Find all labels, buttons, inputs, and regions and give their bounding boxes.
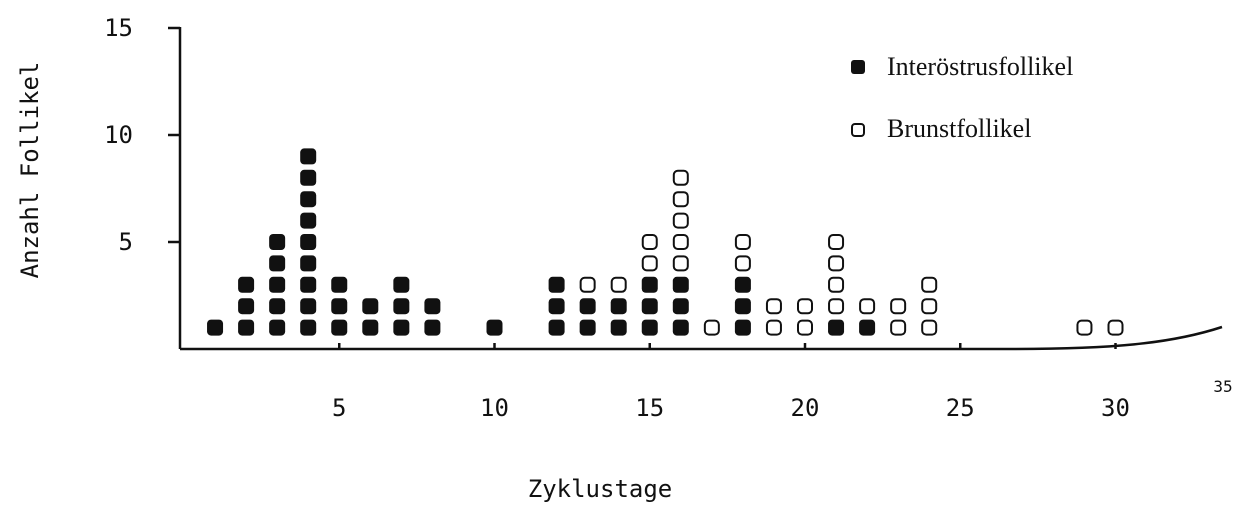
data-point-brunst bbox=[1076, 319, 1093, 336]
data-point-brunst bbox=[641, 234, 658, 250]
data-point-interoestrus bbox=[641, 319, 658, 336]
data-point-interoestrus bbox=[610, 298, 627, 315]
x-axis-title: Zyklustage bbox=[528, 475, 673, 503]
y-ticks: 5 10 15 bbox=[104, 14, 180, 256]
data-point-brunst bbox=[921, 298, 938, 315]
data-point-brunst bbox=[734, 255, 751, 272]
legend-marker-open-square bbox=[851, 123, 865, 137]
legend-marker-filled-square bbox=[851, 60, 865, 74]
legend: Interöstrusfollikel Brunstfollikel bbox=[851, 52, 1073, 143]
data-point-brunst bbox=[797, 319, 813, 336]
data-point-brunst bbox=[765, 298, 782, 315]
x-tick-label: 35 bbox=[1213, 377, 1232, 396]
data-point-brunst bbox=[765, 319, 782, 336]
legend-label-series-2: Brunstfollikel bbox=[887, 114, 1031, 143]
data-point-interoestrus bbox=[641, 276, 658, 293]
data-point-interoestrus bbox=[300, 212, 317, 229]
data-point-interoestrus bbox=[672, 276, 689, 293]
data-point-brunst bbox=[890, 319, 907, 336]
data-point-interoestrus bbox=[269, 298, 286, 315]
data-point-interoestrus bbox=[672, 298, 689, 315]
data-point-brunst bbox=[921, 319, 938, 336]
data-point-interoestrus bbox=[362, 298, 379, 315]
y-tick-label: 15 bbox=[104, 14, 133, 42]
data-point-interoestrus bbox=[269, 255, 286, 272]
y-tick-label: 5 bbox=[119, 228, 133, 256]
x-tick-label: 30 bbox=[1101, 394, 1130, 422]
data-point-brunst bbox=[672, 212, 689, 229]
data-point-interoestrus bbox=[641, 298, 658, 315]
data-point-interoestrus bbox=[828, 319, 845, 336]
data-point-interoestrus bbox=[486, 319, 503, 336]
data-point-interoestrus bbox=[579, 319, 596, 336]
data-point-brunst bbox=[672, 255, 689, 272]
data-point-interoestrus bbox=[548, 319, 565, 336]
x-tick-label: 20 bbox=[791, 394, 820, 422]
data-point-interoestrus bbox=[331, 319, 348, 336]
data-point-interoestrus bbox=[300, 319, 317, 336]
data-point-interoestrus bbox=[269, 319, 286, 336]
data-point-interoestrus bbox=[331, 276, 348, 293]
data-point-interoestrus bbox=[300, 191, 317, 208]
data-point-brunst bbox=[672, 191, 689, 208]
data-point-interoestrus bbox=[300, 255, 317, 272]
data-point-brunst bbox=[828, 298, 845, 315]
data-point-interoestrus bbox=[579, 298, 596, 315]
data-point-interoestrus bbox=[393, 319, 410, 336]
data-point-brunst bbox=[610, 276, 627, 293]
data-point-brunst bbox=[641, 255, 658, 272]
x-tick-label: 15 bbox=[635, 394, 664, 422]
data-point-interoestrus bbox=[238, 298, 255, 315]
data-point-brunst bbox=[828, 255, 845, 272]
data-point-interoestrus bbox=[300, 298, 317, 315]
data-point-interoestrus bbox=[331, 298, 348, 315]
data-point-interoestrus bbox=[300, 234, 317, 250]
data-points bbox=[207, 148, 1124, 336]
data-point-interoestrus bbox=[734, 276, 751, 293]
data-point-brunst bbox=[828, 234, 845, 250]
data-point-interoestrus bbox=[238, 276, 255, 293]
data-point-interoestrus bbox=[393, 276, 410, 293]
data-point-interoestrus bbox=[269, 276, 286, 293]
data-point-brunst bbox=[579, 276, 596, 293]
x-tick-label: 25 bbox=[946, 394, 975, 422]
data-point-brunst bbox=[734, 234, 751, 250]
data-point-brunst bbox=[672, 234, 689, 250]
y-tick-label: 10 bbox=[104, 121, 133, 149]
data-point-interoestrus bbox=[269, 234, 286, 250]
data-point-interoestrus bbox=[424, 298, 441, 315]
data-point-interoestrus bbox=[300, 148, 317, 165]
x-ticks: 5 10 15 20 25 30 35 bbox=[332, 343, 1233, 422]
data-point-brunst bbox=[828, 276, 845, 293]
data-point-interoestrus bbox=[393, 298, 410, 315]
data-point-interoestrus bbox=[238, 319, 255, 336]
data-point-interoestrus bbox=[362, 319, 379, 336]
data-point-interoestrus bbox=[734, 319, 751, 336]
data-point-brunst bbox=[703, 319, 720, 336]
data-point-interoestrus bbox=[859, 319, 876, 336]
data-point-brunst bbox=[890, 298, 907, 315]
data-point-brunst bbox=[859, 298, 876, 315]
data-point-interoestrus bbox=[548, 298, 565, 315]
data-point-interoestrus bbox=[548, 276, 565, 293]
data-point-interoestrus bbox=[424, 319, 441, 336]
data-point-interoestrus bbox=[672, 319, 689, 336]
data-point-brunst bbox=[797, 298, 813, 315]
data-point-interoestrus bbox=[207, 319, 224, 336]
x-axis-line bbox=[180, 325, 1223, 351]
data-point-interoestrus bbox=[610, 319, 627, 336]
data-point-brunst bbox=[672, 169, 689, 186]
axes bbox=[178, 27, 1223, 351]
data-point-brunst bbox=[921, 276, 938, 293]
data-point-interoestrus bbox=[300, 169, 317, 186]
legend-label-series-1: Interöstrusfollikel bbox=[887, 52, 1073, 81]
data-point-brunst bbox=[1107, 319, 1124, 336]
data-point-interoestrus bbox=[300, 276, 317, 293]
y-axis-title: Anzahl Follikel bbox=[16, 62, 44, 279]
x-tick-label: 10 bbox=[480, 394, 509, 422]
data-point-interoestrus bbox=[734, 298, 751, 315]
x-tick-label: 5 bbox=[332, 394, 346, 422]
